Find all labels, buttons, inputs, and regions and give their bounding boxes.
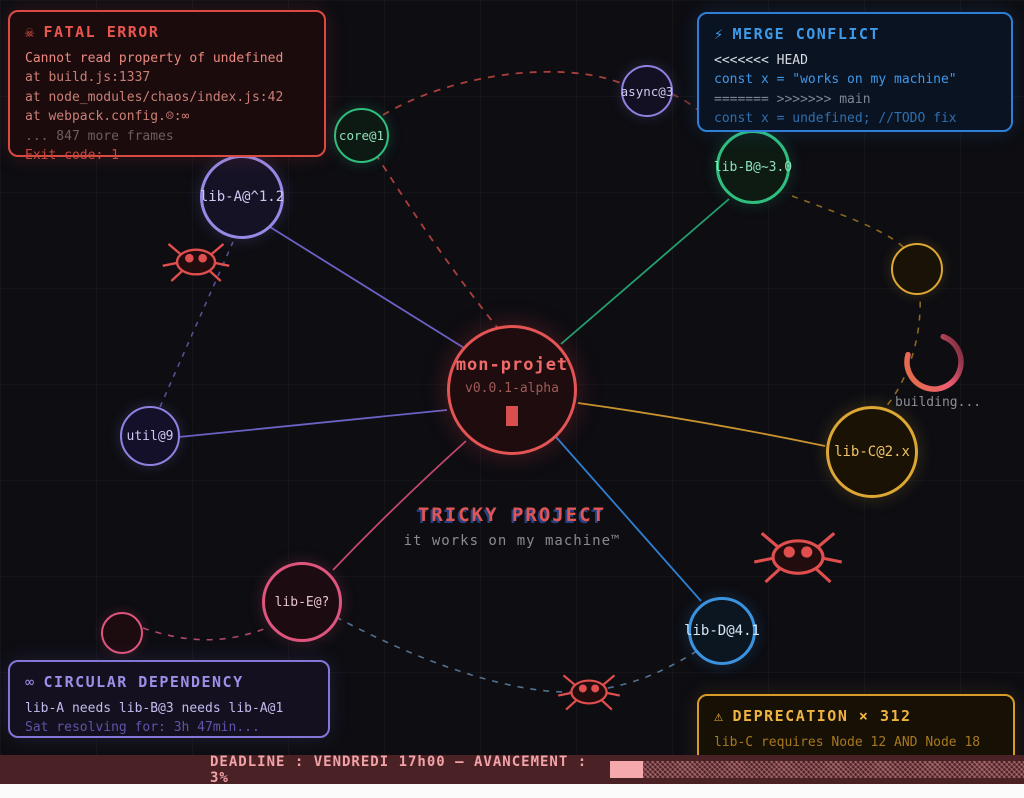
progress-bar-fill: [610, 761, 643, 778]
project-caption: TRICKY PROJECT it works on my machine™: [362, 504, 662, 549]
deprecation-title-row: ⚠ DEPRECATION × 312: [714, 707, 998, 727]
building-status-label: building...: [895, 395, 982, 410]
node-core[interactable]: core@1: [334, 108, 389, 163]
node-libE[interactable]: lib-E@?: [262, 562, 342, 642]
conflict-line: const x = "works on my machine": [714, 72, 957, 87]
deadline-text: DEADLINE : VENDREDI 17h00 — AVANCEMENT :…: [210, 753, 588, 786]
conflict-line: <<<<<<< HEAD: [714, 52, 808, 68]
infinity-icon: ∞: [25, 673, 36, 691]
conflict-line: ======= >>>>>>> main: [714, 91, 871, 107]
node-unlabeled-pink[interactable]: [101, 612, 143, 654]
stack-frame: at build.js:1337: [25, 70, 151, 85]
node-unlabeled-orange[interactable]: [891, 243, 943, 295]
node-libE-label: lib-E@?: [274, 594, 330, 610]
circular-dependency-title: CIRCULAR DEPENDENCY: [43, 673, 244, 691]
center-node-name: mon-projet: [455, 354, 569, 375]
stack-more-frames: ... 847 more frames: [25, 128, 174, 144]
resolving-time: Sat resolving for: 3h 47min...: [25, 720, 260, 735]
node-async[interactable]: async@3: [621, 65, 673, 117]
merge-conflict-title-row: ⚡ MERGE CONFLICT: [714, 25, 996, 45]
stack-frame: at webpack.config.☹:∞: [25, 109, 190, 124]
merge-conflict-panel: ⚡ MERGE CONFLICT <<<<<<< HEAD const x = "…: [697, 12, 1013, 132]
fatal-error-title-row: ☠ FATAL ERROR: [25, 23, 309, 43]
fatal-error-message: Cannot read property of undefined: [25, 50, 284, 66]
circular-dependency-title-row: ∞ CIRCULAR DEPENDENCY: [25, 673, 313, 693]
node-async-label: async@3: [620, 83, 674, 99]
node-libD[interactable]: lib-D@4.1: [684, 597, 760, 665]
exit-code: Exit code: 1: [25, 148, 119, 163]
conflict-line: const x = undefined; //TODO fix: [714, 111, 957, 126]
caption-subtitle: it works on my machine™: [403, 533, 621, 549]
warning-icon: ⚠: [714, 707, 725, 725]
fatal-error-title: FATAL ERROR: [43, 23, 160, 41]
dependency-chain: lib-A needs lib-B@3 needs lib-A@1: [25, 700, 284, 716]
progress-bar-track: [642, 761, 1024, 778]
stack-frame: at node_modules/chaos/index.js:42: [25, 89, 284, 105]
node-libD-label: lib-D@4.1: [684, 623, 760, 639]
center-node-version: v0.0.1-alpha: [465, 380, 559, 396]
caption-title: TRICKY PROJECT: [417, 504, 607, 526]
node-core-label: core@1: [338, 128, 385, 143]
circular-dependency-panel: ∞ CIRCULAR DEPENDENCY lib-A needs lib-B@3…: [8, 660, 330, 738]
node-mon-projet[interactable]: mon-projet v0.0.1-alpha: [447, 325, 577, 455]
node-libB[interactable]: lib-B@~3.0: [713, 130, 793, 204]
skull-icon: ☠: [25, 23, 36, 41]
node-libC-label: lib-C@2.x: [834, 444, 910, 460]
deadline-statusbar: DEADLINE : VENDREDI 17h00 — AVANCEMENT :…: [0, 753, 1024, 786]
cursor-block: [506, 405, 518, 426]
node-util[interactable]: util@9: [120, 406, 180, 466]
deprecation-detail: lib-C requires Node 12 AND Node 18: [714, 734, 981, 750]
node-libA[interactable]: lib-A@^1.2: [200, 155, 284, 239]
node-util-label: util@9: [126, 428, 174, 444]
deprecation-title: DEPRECATION × 312: [732, 707, 912, 725]
node-libB-label: lib-B@~3.0: [713, 159, 793, 175]
bottom-margin: [0, 784, 1024, 798]
node-libC[interactable]: lib-C@2.x: [826, 406, 918, 498]
merge-conflict-title: MERGE CONFLICT: [732, 25, 880, 43]
fatal-error-panel: ☠ FATAL ERROR Cannot read property of und…: [8, 10, 326, 163]
lightning-icon: ⚡: [714, 25, 725, 43]
node-libA-label: lib-A@^1.2: [199, 189, 285, 205]
